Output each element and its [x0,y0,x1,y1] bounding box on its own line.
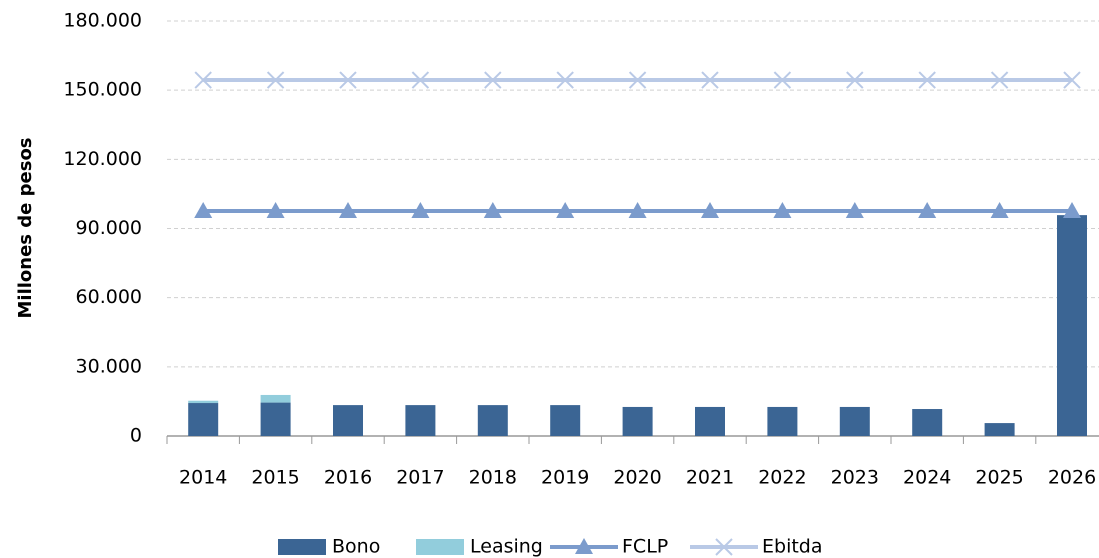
legend-swatch [416,539,464,555]
bar [333,405,363,436]
x-tick-label: 2014 [179,467,227,489]
marker [194,201,213,218]
marker [194,71,212,89]
marker [773,201,792,218]
y-axis-label: Millones de pesos [15,137,36,318]
legend-marker [575,538,593,554]
marker [1063,201,1081,218]
bar [1057,215,1087,436]
bar [405,405,436,436]
bar [188,400,219,404]
marker [701,201,719,218]
marker [339,71,357,89]
marker [990,201,1009,218]
bar [839,406,870,436]
y-tick-label: 60.000 [76,286,142,308]
bar [622,406,653,436]
x-tick-label: 2022 [758,467,806,489]
legend-swatch [278,539,326,555]
x-tick-label: 2018 [469,467,517,489]
y-tick-label: 180.000 [63,10,142,32]
x-tick-label: 2023 [831,467,879,489]
bar [260,394,291,403]
x-tick-label: 2015 [251,467,299,489]
bar [188,403,219,436]
marker [411,71,430,89]
marker [846,71,864,89]
marker [483,201,502,218]
marker [773,71,792,89]
x-tick-label: 2024 [903,467,951,489]
legend-label: Leasing [470,536,543,558]
marker [701,71,719,89]
x-tick-label: 2025 [975,467,1023,489]
bar [260,402,291,436]
x-tick-label: 2017 [396,467,444,489]
marker [339,201,357,218]
marker [484,71,502,89]
y-tick-label: 90.000 [76,217,142,239]
marker [266,201,285,218]
x-tick-label: 2021 [686,467,734,489]
marker [266,71,285,89]
marker [1063,71,1081,89]
x-tick-label: 2019 [541,467,589,489]
marker [918,71,936,89]
y-tick-label: 120.000 [63,148,142,170]
marker [845,201,864,218]
y-tick-label: 150.000 [63,79,142,101]
y-tick-label: 0 [130,425,142,447]
bar [695,406,725,436]
bar [767,406,798,436]
x-tick-label: 2026 [1048,467,1096,489]
marker [556,71,574,89]
bar [550,405,581,436]
x-tick-label: 2020 [613,467,661,489]
marker [556,201,575,218]
legend-marker [715,538,733,556]
bar [477,405,508,436]
marker [918,201,937,218]
legend-label: FCLP [622,536,668,558]
y-tick-label: 30.000 [76,355,142,377]
legend-label: Ebitda [762,536,823,558]
marker [990,71,1009,89]
x-tick-label: 2016 [324,467,372,489]
bar [912,409,943,436]
legend-label: Bono [332,536,380,558]
marker [628,201,647,218]
marker [628,71,647,89]
marker [411,201,430,218]
bar [984,423,1015,436]
